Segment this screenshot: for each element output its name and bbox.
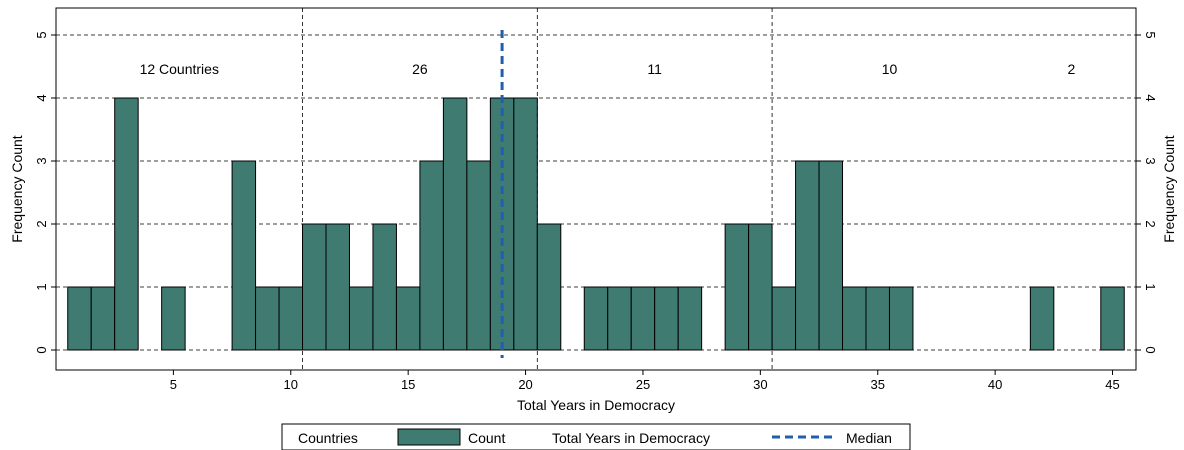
legend-swatch-count [397,428,461,446]
bar-x31 [771,286,797,351]
y-axis-title-left: Frequency Count [9,135,25,243]
y-left-tick-label-5: 5 [34,31,49,38]
y-axis-right: 0 1 2 3 4 5 [1136,31,1158,354]
bar-x15 [395,286,421,351]
bar-x29 [724,223,750,351]
x-tick-label-45: 45 [1105,377,1119,392]
y-left-tick-label-1: 1 [34,283,49,290]
bar-x27 [677,286,703,351]
legend: Countries Count Total Years in Democracy… [281,423,911,450]
bar-x35 [865,286,890,351]
x-tick-label-30: 30 [753,377,767,392]
bars [67,97,1125,351]
bar-x23 [583,286,609,351]
y-left-tick-label-3: 3 [34,157,49,164]
bar-x45 [1100,286,1125,351]
bar-x36 [888,286,914,351]
x-tick-label-20: 20 [518,377,532,392]
y-left-tick-label-4: 4 [34,94,49,101]
legend-title-countries: Countries [298,430,358,446]
y-right-tick-label-1: 1 [1143,283,1158,290]
bar-x10 [278,286,304,351]
bar-x13 [348,286,374,351]
x-tick-label-25: 25 [636,377,650,392]
y-axis-left: 0 1 2 3 4 5 [34,31,56,354]
bar-x20 [513,97,538,351]
y-left-tick-label-0: 0 [34,346,49,353]
y-right-tick-label-3: 3 [1143,157,1158,164]
x-tick-label-10: 10 [284,377,298,392]
x-tick-label-5: 5 [170,377,177,392]
bar-x24 [607,286,632,351]
bar-x1 [67,286,92,351]
bar-x30 [748,223,773,351]
y-right-tick-label-0: 0 [1143,346,1158,353]
bar-x5 [161,286,186,351]
y-left-tick-label-2: 2 [34,220,49,227]
group-label-1: 12 Countries [140,61,219,77]
y-axis-title-right: Frequency Count [1161,135,1177,243]
x-tick-label-15: 15 [401,377,415,392]
group-labels: 12 Countries 26 11 10 2 [140,61,1076,77]
bar-x33 [818,160,844,351]
bar-x32 [795,160,820,351]
bar-x3 [114,97,139,351]
group-label-3: 11 [647,61,662,77]
bar-x17 [442,97,468,351]
bar-x2 [90,286,116,351]
bar-x42 [1029,286,1055,351]
bar-x34 [842,286,867,351]
group-label-5: 2 [1068,61,1076,77]
y-right-tick-label-4: 4 [1143,94,1158,101]
x-axis-title: Total Years in Democracy [517,397,675,413]
y-right-tick-label-5: 5 [1143,31,1158,38]
x-tick-label-40: 40 [988,377,1002,392]
group-label-2: 26 [412,61,428,77]
bar-x16 [419,160,444,351]
legend-label-median: Median [846,430,892,446]
bar-x25 [630,286,656,351]
legend-title-total-years: Total Years in Democracy [552,430,710,446]
x-tick-label-35: 35 [871,377,885,392]
bar-x8 [231,160,257,351]
bar-x21 [536,223,562,351]
bar-x9 [255,286,280,351]
x-axis: 5 10 15 20 25 30 35 40 45 [170,370,1120,392]
bar-x14 [372,223,397,351]
bar-x26 [654,286,679,351]
group-label-4: 10 [882,61,898,77]
y-right-tick-label-2: 2 [1143,220,1158,227]
bar-x18 [466,160,491,351]
bar-x12 [325,223,350,351]
bar-x11 [302,223,327,351]
legend-label-count: Count [468,430,505,446]
